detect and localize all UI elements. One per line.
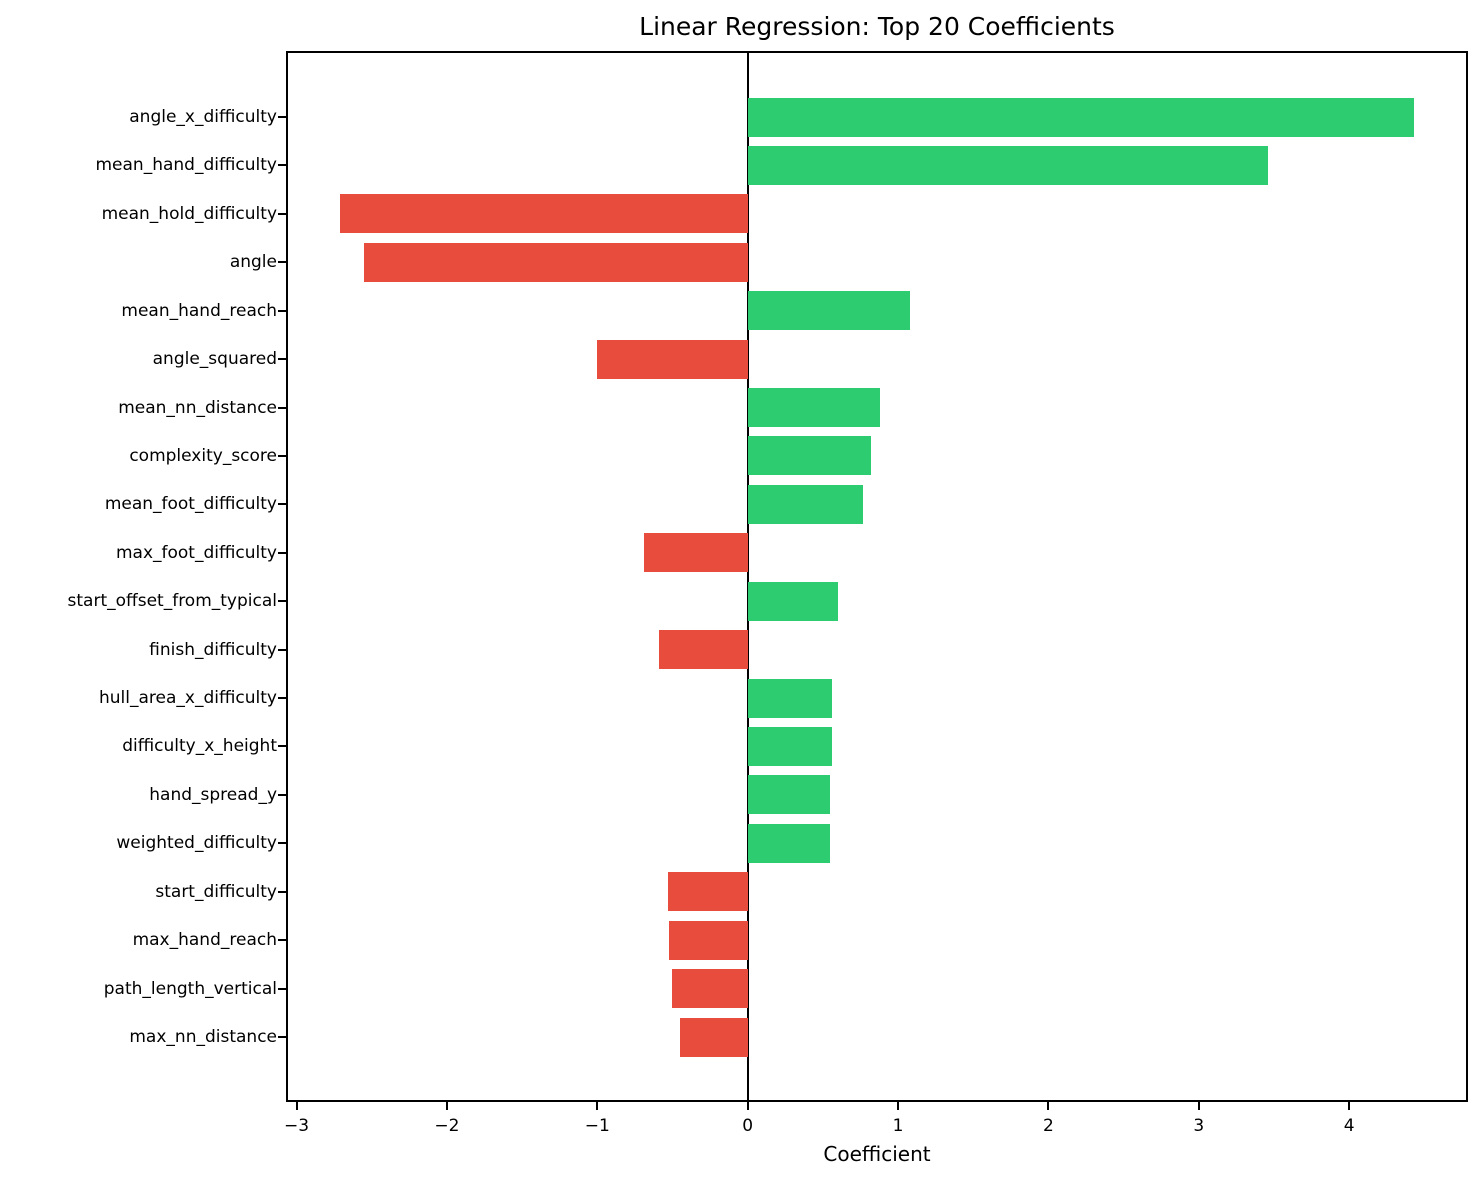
y-tick-label: mean_foot_difficulty — [104, 494, 277, 515]
zero-line — [746, 51, 749, 1102]
bar-weighted_difficulty — [747, 823, 831, 863]
x-tick-label: −1 — [584, 1116, 610, 1136]
y-tick-label: angle — [229, 252, 277, 273]
x-tick-label: 3 — [1193, 1116, 1205, 1136]
y-tick-label: max_hand_reach — [132, 930, 277, 951]
y-tick-label: max_nn_distance — [129, 1027, 277, 1047]
y-tick-label: difficulty_x_height — [122, 736, 277, 757]
bar-mean_hand_reach — [747, 291, 911, 331]
y-tick-label: hull_area_x_difficulty — [99, 688, 277, 709]
y-tick-label: finish_difficulty — [149, 639, 277, 660]
bar-angle — [364, 242, 748, 282]
plot-area: −3 −2 −1 0 1 2 3 4 — [278, 51, 1468, 1136]
y-tick-mark — [278, 745, 286, 748]
x-axis-label: Coefficient — [823, 1142, 931, 1166]
y-tick-label: mean_nn_distance — [118, 397, 277, 418]
y-tick-mark — [278, 116, 286, 118]
y-tick-mark — [278, 358, 286, 361]
y-tick-label: max_foot_difficulty — [115, 542, 277, 563]
bar-hand_spread_y — [747, 775, 831, 815]
y-tick-mark — [278, 890, 286, 893]
chart-title: Linear Regression: Top 20 Coefficients — [639, 12, 1115, 41]
bar-complexity_score — [747, 436, 871, 476]
y-tick-mark — [278, 648, 286, 651]
bar-difficulty_x_height — [747, 726, 832, 766]
y-tick-mark — [278, 697, 286, 700]
x-tick-label: −3 — [283, 1116, 310, 1136]
y-tick-label: mean_hold_difficulty — [101, 203, 277, 224]
y-tick-mark — [278, 793, 286, 796]
bar-max_hand_reach — [669, 920, 748, 960]
x-tick-label: −2 — [434, 1116, 460, 1136]
bar-mean_foot_difficulty — [747, 484, 864, 524]
y-tick-label: start_difficulty — [155, 881, 277, 902]
y-tick-label: angle_x_difficulty — [129, 107, 277, 127]
y-tick-label: weighted_difficulty — [116, 833, 277, 854]
y-tick-mark — [278, 987, 286, 990]
x-tick-mark — [1197, 1102, 1200, 1110]
y-tick-label: mean_hand_difficulty — [95, 155, 278, 176]
bar-angle_squared — [597, 339, 748, 379]
y-tick-mark — [278, 600, 286, 603]
bar-hull_area_x_difficulty — [747, 678, 832, 718]
x-tick-label: 1 — [892, 1116, 904, 1136]
y-tick-mark — [278, 261, 286, 264]
x-tick-mark — [445, 1102, 448, 1110]
x-tick-label: 2 — [1043, 1116, 1054, 1136]
bar-finish_difficulty — [658, 630, 748, 670]
bar-max_foot_difficulty — [643, 533, 748, 573]
bar-max_nn_distance — [680, 1017, 748, 1057]
x-tick-label: 0 — [742, 1116, 754, 1136]
y-tick-mark — [278, 842, 286, 845]
y-tick-label: angle_squared — [152, 349, 277, 370]
bar-mean_hand_difficulty — [747, 145, 1268, 185]
y-tick-label: path_length_vertical — [103, 978, 277, 999]
bar-angle_x_difficulty — [747, 97, 1414, 137]
y-tick-label: complexity_score — [129, 445, 277, 466]
x-tick-mark — [897, 1102, 900, 1110]
x-tick-mark — [596, 1102, 599, 1110]
y-tick-mark — [278, 212, 286, 215]
x-tick-mark — [746, 1102, 749, 1110]
y-tick-mark — [278, 454, 286, 457]
bar-start_offset_from_typical — [747, 581, 838, 621]
y-tick-mark — [278, 939, 286, 942]
bar-start_difficulty — [667, 872, 748, 912]
y-tick-label: start_offset_from_typical — [67, 591, 277, 612]
y-tick-label: mean_hand_reach — [121, 300, 277, 321]
x-tick-label: 4 — [1343, 1116, 1355, 1136]
y-tick-label: hand_spread_y — [149, 784, 277, 805]
bar-mean_hold_difficulty — [340, 194, 748, 234]
x-tick-mark — [1047, 1102, 1050, 1110]
y-tick-mark — [278, 406, 286, 409]
bar-path_length_vertical — [672, 969, 748, 1009]
y-tick-mark — [278, 164, 286, 167]
y-tick-mark — [278, 309, 286, 312]
x-tick-mark — [295, 1102, 298, 1110]
y-tick-mark — [278, 1036, 286, 1038]
bar-mean_nn_distance — [747, 388, 880, 428]
y-tick-mark — [278, 503, 286, 506]
x-tick-mark — [1348, 1102, 1351, 1110]
y-tick-mark — [278, 551, 286, 554]
